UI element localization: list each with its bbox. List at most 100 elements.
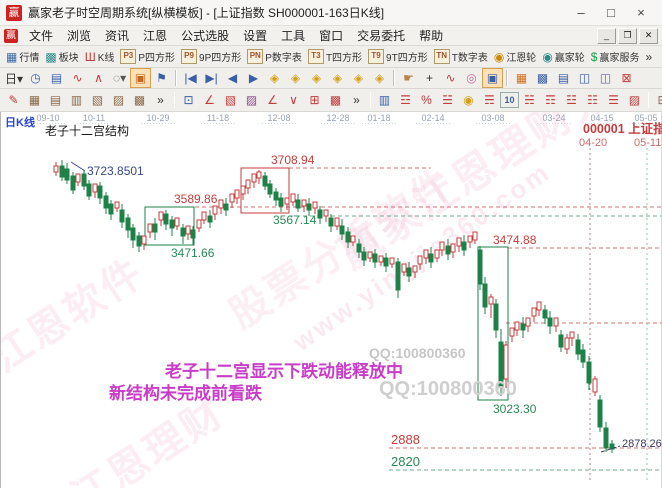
9p-square-button[interactable]: P9 9P四方形 (178, 48, 244, 65)
gann-tool-2-icon[interactable]: ☲ (400, 93, 411, 107)
gann-ten-icon[interactable]: 10 (500, 92, 519, 108)
p-number-table-button[interactable]: PN P数字表 (244, 48, 305, 65)
dial-dropdown-icon[interactable]: ◌▾ (112, 71, 127, 85)
hand-drag-icon[interactable]: ☛ (403, 71, 414, 85)
grid-tool-1-icon[interactable]: ▦ (28, 93, 41, 107)
grid-tool-4-icon[interactable]: ▧ (91, 93, 104, 107)
notepad-icon[interactable]: ▤ (557, 71, 570, 85)
grid-tool-6-icon[interactable]: ▩ (133, 93, 146, 107)
f10-info-icon[interactable]: ▤ (50, 71, 63, 85)
app-logo-icon: 赢 (6, 4, 22, 21)
go-next-icon[interactable]: ▶ (248, 71, 259, 85)
minimize-button[interactable]: – (577, 5, 585, 20)
menu-item-8[interactable]: 交易委托 (357, 29, 406, 43)
candle-body (301, 199, 307, 207)
cycle-diamond-3-icon[interactable]: ◈ (311, 71, 322, 85)
wave-pattern-icon[interactable]: ∿ (445, 71, 456, 85)
more-grids-icon[interactable]: » (157, 93, 164, 107)
yingjia-wheel-button[interactable]: ◉ 赢家轮 (539, 48, 587, 65)
menu-item-7[interactable]: 窗口 (319, 29, 344, 43)
calendar-icon[interactable]: ▦ (515, 71, 528, 85)
gann-wheel-button[interactable]: ◉ 江恩轮 (491, 48, 539, 65)
cycle-diamond-2-icon[interactable]: ◈ (290, 71, 301, 85)
zigzag-line-icon[interactable]: ∨ (289, 93, 298, 107)
candle-body (114, 201, 120, 209)
panel-toggle-icon[interactable]: ▣ (482, 68, 504, 88)
menu-item-2[interactable]: 资讯 (105, 29, 130, 43)
cycle-diamond-6-icon[interactable]: ◈ (374, 71, 385, 85)
menu-item-3[interactable]: 江恩 (143, 29, 168, 43)
candle-body (125, 217, 131, 231)
chart-mode-3-icon[interactable]: ∿ (72, 71, 83, 85)
save-as-icon[interactable]: ◫ (599, 71, 612, 85)
flag-marker-icon[interactable]: ⚑ (156, 71, 167, 85)
rect-tool-icon[interactable]: ⊡ (183, 93, 194, 107)
fan-lines-icon[interactable]: ∠ (204, 93, 215, 107)
t-number-table-button[interactable]: TN T数字表 (431, 48, 491, 65)
date-tick-label: 12-28 (326, 113, 349, 123)
9t-square-button[interactable]: T9 9T四方形 (365, 48, 431, 65)
laozi-palace-tool-icon[interactable]: ▣ (130, 68, 152, 88)
mdi-close-button[interactable]: ✕ (639, 27, 658, 44)
matrix-1-icon[interactable]: ⊞ (309, 93, 320, 107)
menu-item-0[interactable]: 文件 (29, 29, 54, 43)
period-day-dropdown-icon[interactable]: 日▾ (5, 71, 24, 86)
gann-grid-icon[interactable]: ▨ (245, 93, 258, 107)
grid-tool-5-icon[interactable]: ▨ (112, 93, 125, 107)
matrix-2-icon[interactable]: ▩ (329, 93, 342, 107)
grid-tool-2-icon[interactable]: ▤ (49, 93, 62, 107)
tab-daily-kline[interactable]: 日K线 (5, 117, 35, 129)
menu-item-9[interactable]: 帮助 (419, 29, 444, 43)
angle-line-icon[interactable]: ∠ (267, 93, 278, 107)
p-square-button[interactable]: P3 P四方形 (117, 48, 178, 65)
save-icon[interactable]: ◫ (578, 71, 591, 85)
more-draw-tools-icon[interactable]: » (353, 93, 360, 107)
menu-item-6[interactable]: 工具 (281, 29, 306, 43)
cycle-diamond-1-icon[interactable]: ◈ (269, 71, 280, 85)
go-prev-icon[interactable]: ◀ (227, 71, 238, 85)
gann-tool-4-icon[interactable]: ☴ (484, 93, 495, 107)
menu-item-4[interactable]: 公式选股 (181, 29, 230, 43)
yingjia-service-button[interactable]: $ 赢家服务 (588, 48, 643, 65)
calculator-icon[interactable]: ▩ (536, 71, 549, 85)
gann-tool-1-icon[interactable]: ▥ (378, 93, 391, 107)
gann-tool-6-icon[interactable]: ☶ (545, 93, 556, 107)
menu-item-1[interactable]: 浏览 (67, 29, 92, 43)
percent-tool-icon[interactable]: % (421, 93, 432, 107)
cycle-diamond-4-icon[interactable]: ◈ (332, 71, 343, 85)
menu-item-5[interactable]: 设置 (243, 29, 268, 43)
go-first-icon[interactable]: |◀ (184, 71, 197, 85)
quotes-button[interactable]: ▦ 行情 (3, 48, 42, 65)
kline-button[interactable]: Ш K线 (82, 48, 118, 65)
toolbar1-overflow-button[interactable]: » (642, 50, 655, 64)
gann-tool-3-icon[interactable]: ☱ (442, 93, 453, 107)
gann-tool-8-icon[interactable]: ☷ (587, 93, 598, 107)
chart-mode-5-icon[interactable]: ∧ (94, 71, 103, 85)
lens-icon[interactable]: ◎ (466, 71, 477, 85)
exit-tool-icon[interactable]: ⊠ (621, 71, 632, 85)
mdi-restore-button[interactable]: ❐ (618, 27, 637, 44)
clock-icon[interactable]: ◷ (30, 71, 41, 85)
gann-tool-9-icon[interactable]: ☰ (608, 93, 619, 107)
9t-square-icon: T9 (368, 49, 385, 64)
gann-tool-5-icon[interactable]: ☵ (524, 93, 535, 107)
grid-final-icon[interactable]: ⊞ (652, 90, 662, 110)
t-square-button[interactable]: T3 T四方形 (305, 48, 365, 65)
chart-canvas[interactable]: 赢家江恩理财分析软件www.yingjia360.com赢家江恩软件股票分析软件… (1, 112, 662, 488)
pencil-icon[interactable]: ✎ (8, 93, 19, 107)
maximize-button[interactable]: □ (607, 5, 615, 20)
gann-box-icon[interactable]: ▧ (224, 93, 237, 107)
gann-tool-7-icon[interactable]: ☳ (566, 93, 577, 107)
close-button[interactable]: × (637, 5, 645, 20)
gann-wheel-small-icon[interactable]: ◉ (463, 93, 474, 107)
candle-body (345, 231, 351, 243)
sectors-button[interactable]: ▩ 板块 (42, 48, 81, 65)
gann-tool-10-icon[interactable]: ▨ (628, 93, 641, 107)
go-last-icon[interactable]: ▶| (205, 71, 218, 85)
candle-body (553, 317, 559, 327)
crosshair-icon[interactable]: + (426, 71, 434, 85)
mdi-minimize-button[interactable]: _ (597, 27, 616, 44)
grid-tool-3-icon[interactable]: ▥ (70, 93, 83, 107)
cycle-diamond-5-icon[interactable]: ◈ (353, 71, 364, 85)
